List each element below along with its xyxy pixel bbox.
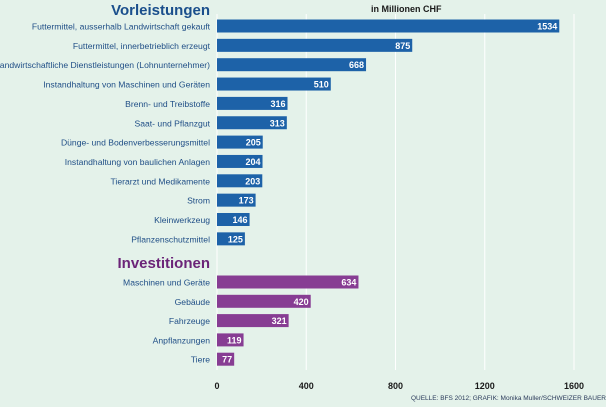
bar <box>217 352 235 366</box>
source-note: QUELLE: BFS 2012; GRAFIK: Monika Muller/… <box>411 395 606 402</box>
bar <box>217 77 331 91</box>
bar <box>217 174 263 188</box>
bar-value-label: 313 <box>270 118 285 128</box>
bar-value-label: 203 <box>245 176 260 186</box>
category-label: Fahrzeuge <box>169 316 210 326</box>
bar-value-label: 668 <box>349 60 364 70</box>
bar <box>217 193 256 207</box>
bar-value-label: 634 <box>341 278 356 288</box>
bar <box>217 154 263 168</box>
bar <box>217 19 560 33</box>
bar <box>217 58 367 72</box>
bar-value-label: 146 <box>233 215 248 225</box>
x-tick-label: 1600 <box>564 381 584 391</box>
bar <box>217 232 245 246</box>
category-label: Tiere <box>191 355 210 365</box>
bar-value-label: 119 <box>227 335 242 345</box>
bar-value-label: 205 <box>246 138 261 148</box>
bar-value-label: 316 <box>270 99 285 109</box>
bar <box>217 135 263 149</box>
category-label: Dünge- und Bodenverbesserungsmittel <box>61 138 210 148</box>
category-label: Futtermittel, innerbetrieblich erzeugt <box>73 41 211 51</box>
bar-value-label: 77 <box>222 355 232 365</box>
bar <box>217 213 250 226</box>
category-label: Landwirtschaftliche Dienstleistungen (Lo… <box>0 60 210 70</box>
bar <box>217 275 359 289</box>
category-label: Tierarzt und Medikamente <box>110 176 210 186</box>
bar-value-label: 1534 <box>537 22 557 32</box>
bar <box>217 116 287 130</box>
group-title: Investitionen <box>117 255 210 272</box>
x-tick-label: 1200 <box>475 381 495 391</box>
bar-value-label: 204 <box>245 157 260 167</box>
x-tick-label: 400 <box>299 381 314 391</box>
category-label: Anpflanzungen <box>153 335 211 345</box>
bar <box>217 38 413 52</box>
bar-value-label: 173 <box>239 196 254 206</box>
category-label: Pflanzenschutzmittel <box>131 234 210 244</box>
bar-value-label: 321 <box>272 316 287 326</box>
category-label: Kleinwerkzeug <box>154 215 210 225</box>
category-label: Strom <box>187 196 210 206</box>
category-label: Maschinen und Geräte <box>123 278 210 288</box>
category-label: Brenn- und Treibstoffe <box>125 99 210 109</box>
category-label: Instandhaltung von Maschinen und Geräten <box>43 80 210 90</box>
category-label: Saat- und Pflanzgut <box>135 118 211 128</box>
bar <box>217 96 288 110</box>
bar-value-label: 875 <box>395 41 410 51</box>
bar-value-label: 510 <box>314 80 329 90</box>
x-tick-label: 0 <box>214 381 219 391</box>
x-tick-label: 800 <box>388 381 403 391</box>
bar <box>217 314 289 328</box>
bar-value-label: 420 <box>294 297 309 307</box>
bar-value-label: 125 <box>228 234 243 244</box>
category-label: Futtermittel, ausserhalb Landwirtschaft … <box>32 22 211 32</box>
group-title: Vorleistungen <box>111 2 210 19</box>
category-label: Instandhaltung von baulichen Anlagen <box>65 157 210 167</box>
bar <box>217 333 244 347</box>
category-label: Gebäude <box>175 297 211 307</box>
bar <box>217 294 311 308</box>
unit-label: in Millionen CHF <box>371 4 442 14</box>
